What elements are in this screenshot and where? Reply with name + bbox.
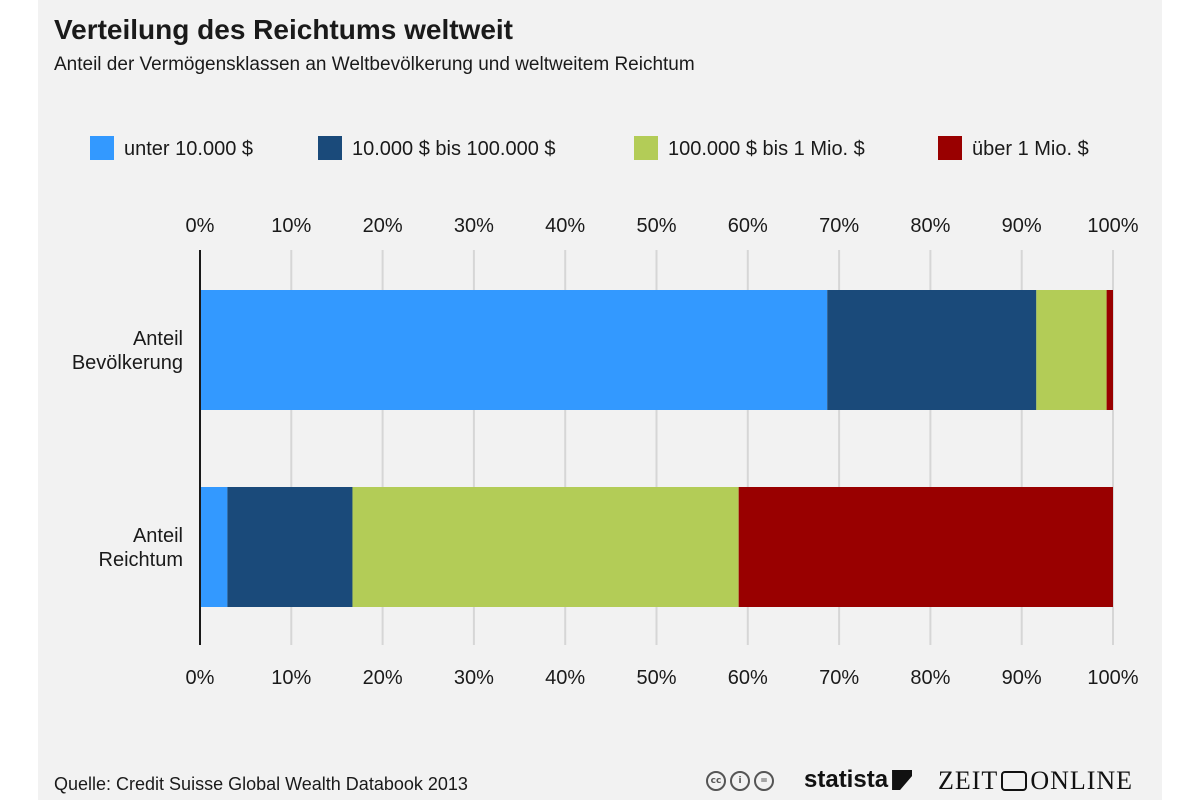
- x-tick-label-top: 90%: [1002, 215, 1042, 237]
- stacked-bar-chart: unter 10.000 $ 10.000 $ bis 100.000 $ 100.…: [72, 136, 1139, 689]
- x-tick-label-bottom: 50%: [636, 667, 676, 689]
- license-icons: cc i =: [706, 768, 774, 794]
- x-tick-label-top: 80%: [910, 215, 950, 237]
- legend-label: unter 10.000 $: [124, 138, 253, 160]
- chart-title: Verteilung des Reichtums weltweit: [54, 14, 514, 45]
- statista-wordmark: statista: [804, 766, 889, 793]
- legend-label: 100.000 $ bis 1 Mio. $: [668, 138, 865, 160]
- by-icon: i: [730, 771, 750, 791]
- bar-segment: [352, 487, 739, 607]
- bar-segment: [200, 487, 228, 607]
- category-label: Anteil: [133, 525, 183, 547]
- x-tick-label-bottom: 0%: [186, 667, 215, 689]
- x-tick-label-bottom: 40%: [545, 667, 585, 689]
- chart-subtitle: Anteil der Vermögensklassen an Weltbevöl…: [54, 54, 695, 75]
- zeit-seal-icon: [1001, 771, 1028, 791]
- x-tick-label-top: 50%: [636, 215, 676, 237]
- x-tick-label-top: 60%: [728, 215, 768, 237]
- x-tick-label-bottom: 10%: [271, 667, 311, 689]
- x-tick-label-top: 40%: [545, 215, 585, 237]
- zeit-online-logo: ZEIT ONLINE: [938, 766, 1133, 796]
- statista-logo: statista: [804, 766, 913, 794]
- bar-segment: [1036, 290, 1107, 410]
- bar-segment: [200, 290, 828, 410]
- statista-mark-icon: [892, 770, 913, 790]
- x-tick-label-bottom: 20%: [363, 667, 403, 689]
- x-tick-label-top: 20%: [363, 215, 403, 237]
- online-wordmark: ONLINE: [1030, 766, 1134, 795]
- legend-swatch: [90, 136, 114, 160]
- zeit-wordmark: ZEIT: [938, 766, 999, 795]
- legend-label: 10.000 $ bis 100.000 $: [352, 138, 556, 160]
- bar-segment: [738, 487, 1113, 607]
- chart-panel: Verteilung des Reichtums weltweit Anteil…: [38, 0, 1162, 800]
- category-label: Reichtum: [99, 549, 183, 571]
- x-tick-label-bottom: 80%: [910, 667, 950, 689]
- legend-swatch: [318, 136, 342, 160]
- bar-segment: [827, 290, 1037, 410]
- x-tick-label-top: 70%: [819, 215, 859, 237]
- nd-icon: =: [754, 771, 774, 791]
- legend-swatch: [634, 136, 658, 160]
- x-tick-label-top: 100%: [1087, 215, 1138, 237]
- x-tick-label-bottom: 90%: [1002, 667, 1042, 689]
- x-tick-label-top: 30%: [454, 215, 494, 237]
- category-label: Bevölkerung: [72, 352, 183, 374]
- legend-swatch: [938, 136, 962, 160]
- x-tick-label-bottom: 30%: [454, 667, 494, 689]
- x-tick-label-bottom: 70%: [819, 667, 859, 689]
- cc-icon: cc: [706, 771, 726, 791]
- x-tick-label-bottom: 60%: [728, 667, 768, 689]
- bar-segment: [1106, 290, 1113, 410]
- x-tick-label-top: 10%: [271, 215, 311, 237]
- x-tick-label-top: 0%: [186, 215, 215, 237]
- category-label: Anteil: [133, 328, 183, 350]
- legend-label: über 1 Mio. $: [972, 138, 1089, 160]
- bar-segment: [227, 487, 353, 607]
- source-note: Quelle: Credit Suisse Global Wealth Data…: [54, 774, 468, 794]
- x-tick-label-bottom: 100%: [1087, 667, 1138, 689]
